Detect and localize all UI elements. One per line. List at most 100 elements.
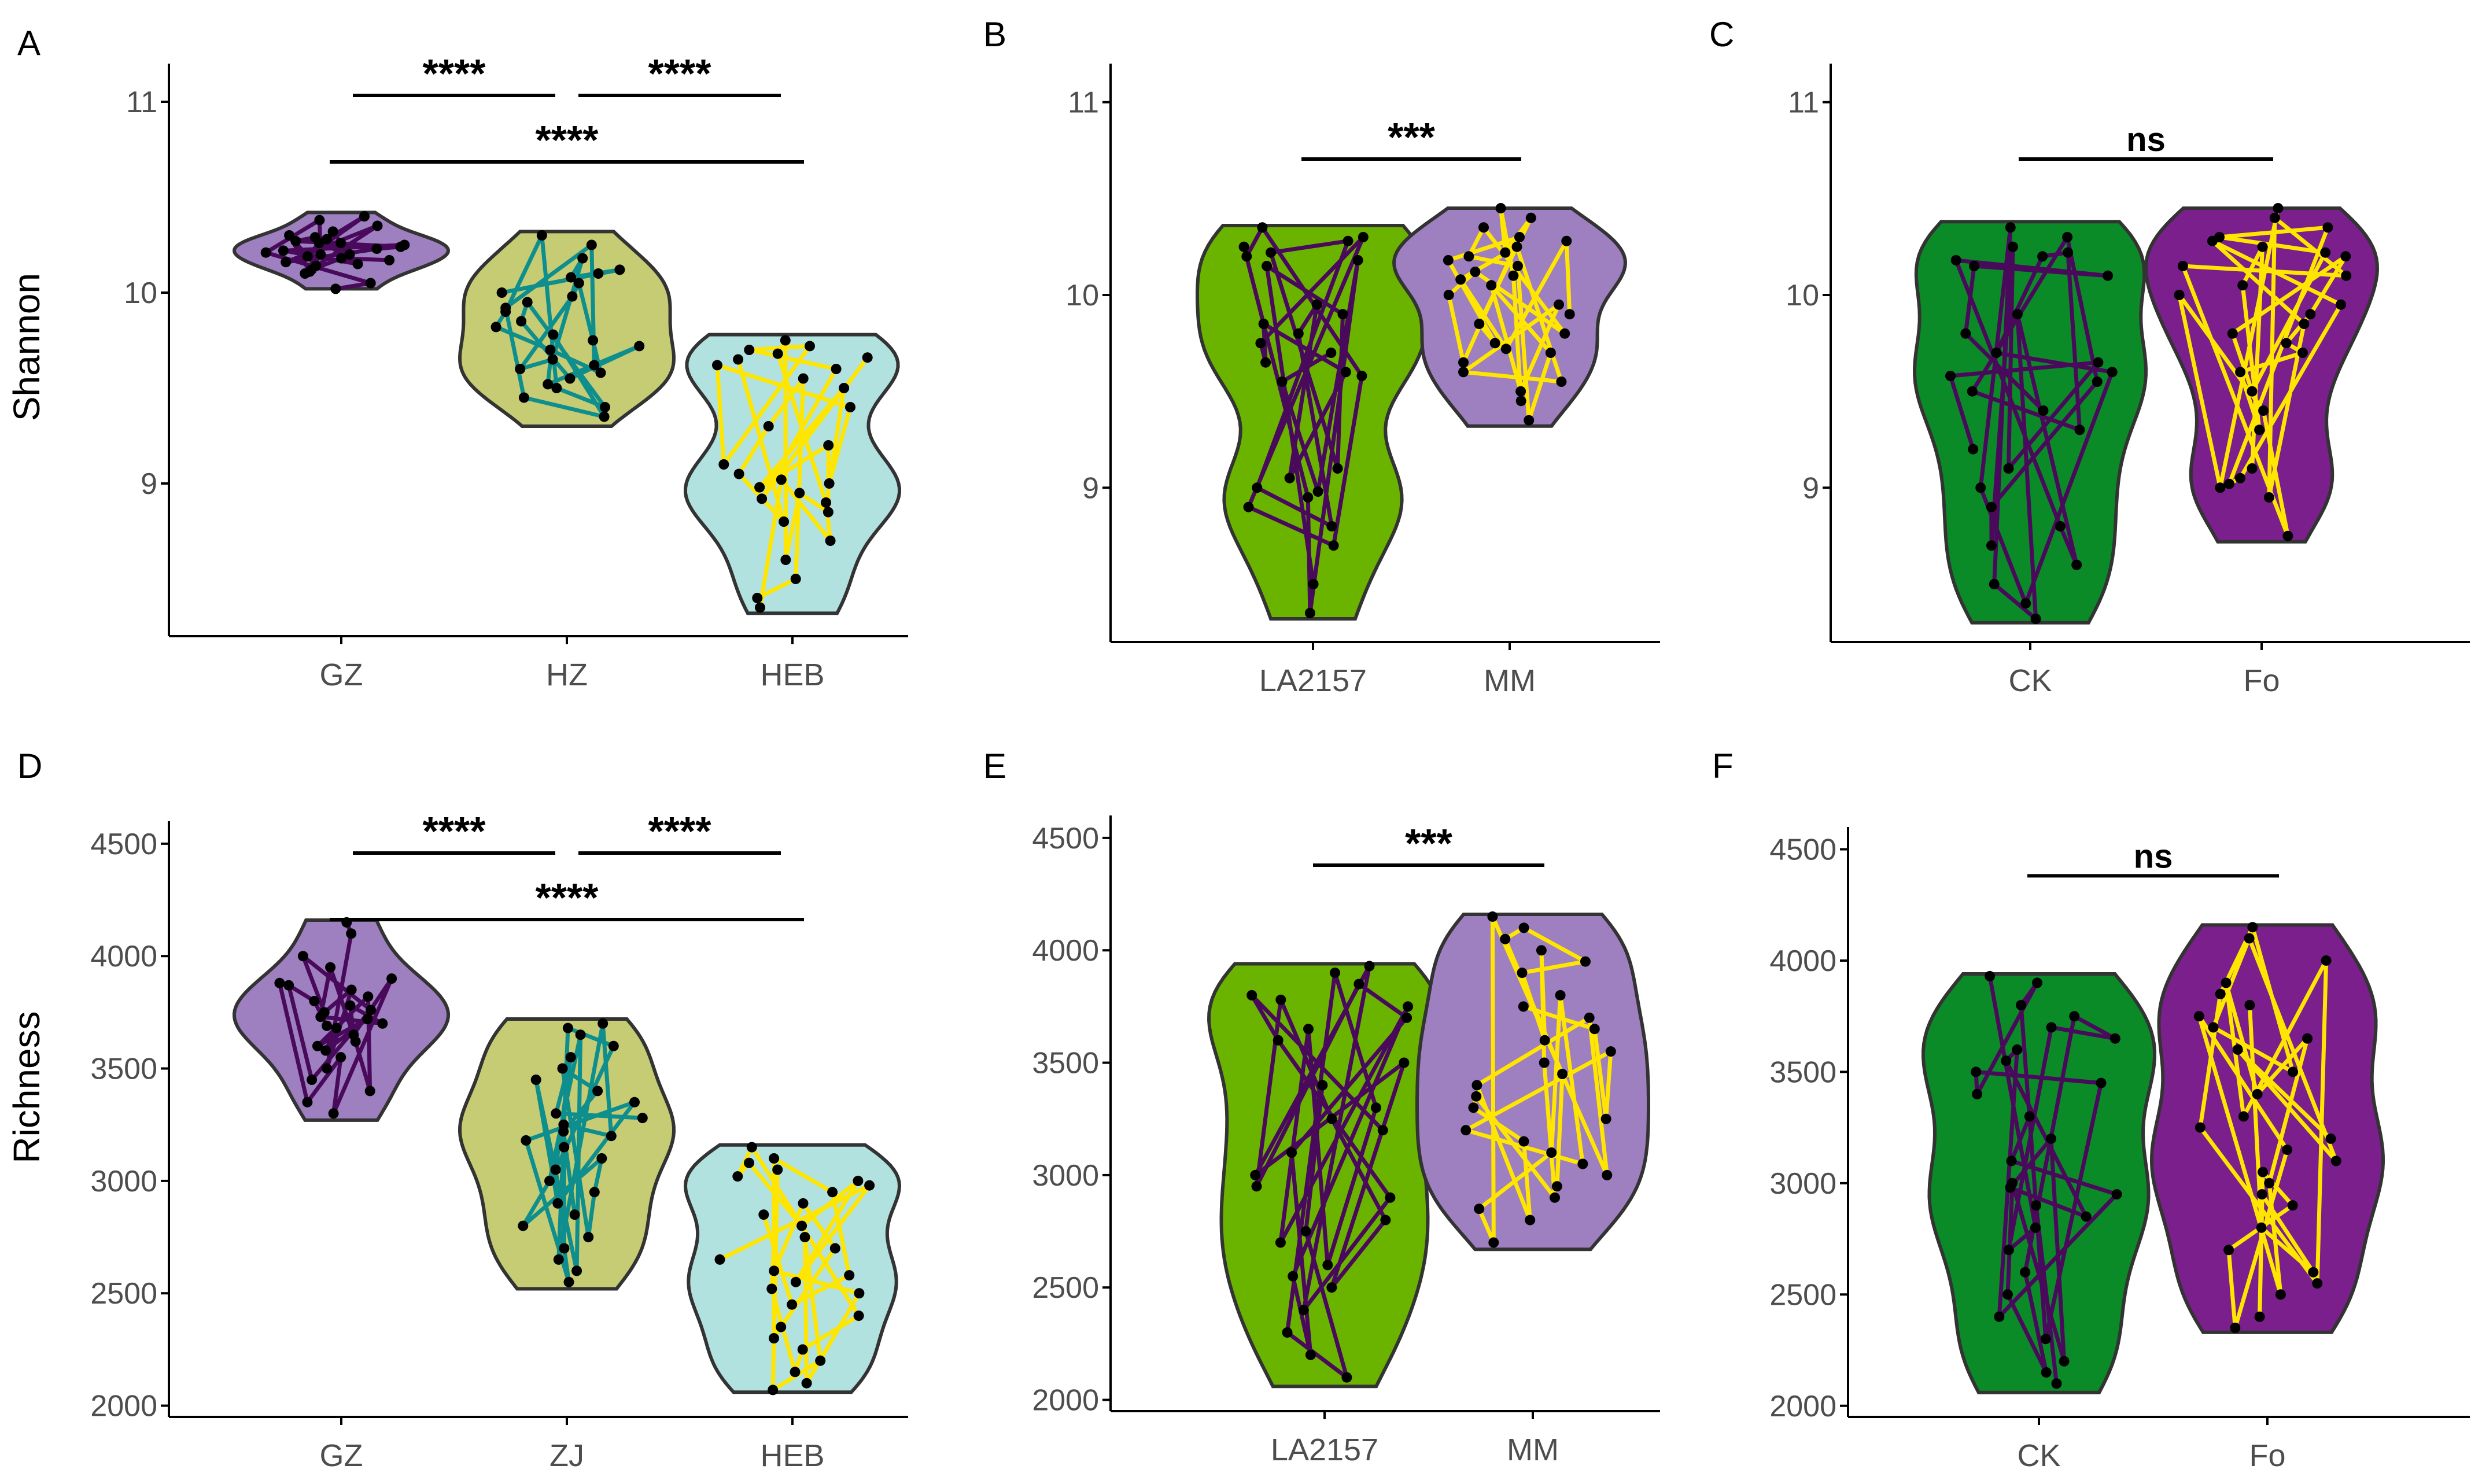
panel-d-data-point	[606, 1131, 617, 1142]
panel-b-lines-mm	[1446, 206, 1572, 423]
panel-e-data-point	[1546, 1147, 1557, 1158]
panel-a-data-point	[599, 411, 610, 422]
panel-f-data-point	[2030, 1222, 2041, 1233]
panel-e: E 2000 2500 3000 3500 4000 4500 LA2157 MM ***	[983, 747, 1660, 1467]
panel-c-data-point	[2281, 338, 2292, 349]
panel-a-data-point	[780, 335, 791, 346]
panel-f-data-point	[1994, 1311, 2005, 1322]
panel-c-data-point	[2237, 280, 2248, 291]
panel-f-data-point	[1971, 1066, 1982, 1077]
panel-b-data-point	[1525, 212, 1536, 223]
panel-c-data-point	[2297, 348, 2308, 358]
panel-label-b: B	[983, 15, 1006, 54]
panel-f-data-point	[2020, 1267, 2031, 1278]
panel-a-data-point	[551, 383, 562, 393]
panel-a-data-point	[779, 516, 790, 527]
panel-e-data-point	[1539, 1057, 1550, 1068]
panel-a-data-point	[536, 230, 547, 241]
panel-f-data-point	[2325, 1133, 2336, 1144]
panel-a-data-point	[776, 474, 787, 485]
panel-d-data-point	[550, 1164, 561, 1175]
panel-d-ytick-label: 4000	[90, 940, 157, 973]
panel-e-data-point	[1322, 1260, 1333, 1271]
panel-f-data-point	[1972, 1088, 1983, 1099]
panel-a-data-point	[794, 488, 805, 499]
panel-d-data-point	[769, 1265, 780, 1276]
panel-d-data-point	[297, 951, 308, 962]
panel-b-data-point	[1515, 396, 1526, 407]
panel-a-data-point	[522, 297, 533, 308]
panel-e-data-point	[1500, 933, 1511, 944]
panel-a-data-point	[573, 278, 584, 289]
panel-d-data-point	[364, 1086, 375, 1097]
panel-e-data-point	[1518, 1136, 1529, 1147]
panel-d-data-point	[796, 1220, 807, 1231]
panel-a-data-point	[567, 291, 578, 302]
panel-a-data-point	[790, 574, 801, 584]
panel-f-data-point	[2254, 1311, 2265, 1322]
panel-a-data-point	[634, 341, 645, 352]
panel-a-data-point	[545, 345, 556, 355]
panel-b-data-point	[1358, 232, 1369, 242]
panel-a-data-point	[798, 373, 809, 384]
panel-c-data-point	[2269, 212, 2280, 223]
panel-e-lines-mm	[1463, 914, 1613, 1245]
panel-b-signif-label: ***	[1388, 115, 1435, 160]
panel-e-data-point	[1330, 968, 1340, 979]
panel-d-data-point	[377, 1018, 388, 1029]
panel-b-data-point	[1257, 222, 1268, 233]
panel-f-data-point	[2223, 1245, 2234, 1256]
panel-a-data-point	[823, 507, 833, 518]
panel-e-violin-mm	[1415, 913, 1650, 1252]
panel-e-data-point	[1250, 1169, 1261, 1180]
panel-d-data-point	[302, 1097, 313, 1108]
panel-f: F 2000 2500 3000 3500 4000 4500 CK Fo ns	[1712, 747, 2470, 1473]
panel-c-data-point	[2282, 530, 2293, 541]
panel-b-data-point	[1277, 376, 1288, 387]
panel-a-data-point	[371, 243, 382, 254]
panel-b-data-point	[1241, 251, 1252, 262]
panel-a-violin-hz	[458, 230, 676, 428]
panel-a-xtick-label: HZ	[546, 658, 588, 692]
panel-a-data-point	[352, 259, 363, 270]
panel-d-ytick-label: 3500	[90, 1053, 157, 1086]
panel-d-data-point	[797, 1344, 808, 1355]
panel-a-data-point	[824, 478, 835, 489]
panel-d-data-point	[559, 1142, 570, 1153]
panel-a-data-point	[599, 402, 610, 412]
panel-label-d: D	[17, 747, 42, 785]
panel-c-data-point	[2012, 309, 2023, 320]
panel-c-data-point	[2008, 241, 2018, 252]
panel-e-data-point	[1518, 1001, 1529, 1012]
panel-c-data-point	[2020, 598, 2031, 609]
panel-f-data-point	[2024, 1111, 2035, 1122]
panel-d-data-point	[307, 1075, 318, 1085]
panel-b-data-point	[1559, 328, 1570, 339]
panel-c-data-point	[2177, 261, 2188, 271]
panel-d-data-point	[758, 1209, 769, 1220]
panel-c-data-point	[2063, 247, 2074, 258]
panel-a-data-point	[733, 468, 744, 479]
panel-b-data-point	[1266, 247, 1276, 258]
panel-a-ytick-label: 10	[124, 276, 157, 310]
panel-a-data-point	[577, 253, 588, 264]
panel-a-data-point	[365, 278, 376, 289]
panel-f-signif-label: ns	[2134, 837, 2173, 875]
panel-d-data-point	[769, 1333, 779, 1343]
panel-b-data-point	[1495, 203, 1506, 213]
panel-c-data-point	[1967, 386, 1978, 397]
panel-f-data-point	[2059, 1356, 2070, 1367]
panel-b-data-point	[1311, 299, 1322, 310]
panel-d-data-point	[320, 1045, 331, 1056]
panel-e-data-point	[1468, 1102, 1479, 1113]
panel-e-data-point	[1399, 1057, 1410, 1068]
panel-f-data-point	[2258, 1166, 2269, 1177]
panel-d-data-point	[312, 1040, 323, 1051]
panel-a-data-point	[862, 352, 873, 363]
panel-f-data-point	[2006, 1156, 2017, 1166]
panel-c-data-point	[2224, 478, 2234, 489]
panel-a-data-point	[752, 593, 763, 603]
panel-f-data-point	[2230, 1323, 2241, 1333]
panel-e-data-point	[1517, 968, 1528, 979]
panel-a-data-point	[821, 497, 831, 508]
